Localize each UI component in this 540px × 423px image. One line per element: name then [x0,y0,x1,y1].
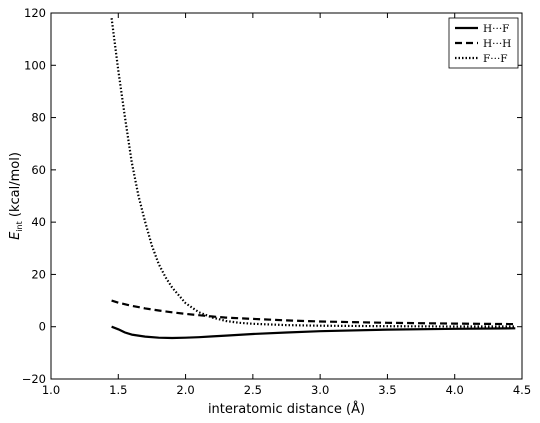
x-tick-label: 3.5 [378,383,396,397]
x-tick-label: 4.5 [513,383,531,397]
y-tick-label: 20 [31,267,46,281]
x-axis-label: interatomic distance (Å) [208,401,365,417]
legend-label: H···H [483,38,511,50]
legend-label: F···F [483,53,508,65]
legend-label: H···F [483,23,509,35]
y-tick-label: 100 [24,58,46,72]
series-line-hf [111,325,516,340]
y-tick-label: 60 [31,163,46,177]
x-tick-label: 2.0 [176,383,194,397]
y-axis-label-subscript: int [15,221,24,231]
x-axis: 1.0 1.5 2.0 2.5 3.0 3.5 4.0 4.5 [42,13,531,397]
y-axis: −20 0 20 40 60 80 100 120 [22,6,522,386]
legend: H···F H···H F···F [448,17,519,69]
y-tick-label: 80 [31,111,46,125]
y-axis-label-unit: (kcal/mol) [8,152,23,221]
series-line-hh [111,299,516,326]
y-axis-label-symbol: E [8,231,23,240]
legend-items: H···F H···H F···F [455,23,511,65]
x-tick-label: 4.0 [446,383,464,397]
y-tick-label: −20 [22,372,46,386]
series-layer [110,18,516,340]
y-tick-label: 0 [39,320,46,334]
x-tick-label: 1.0 [42,383,60,397]
x-tick-label: 2.5 [244,383,262,397]
series-line-ff [110,18,516,328]
x-tick-label: 1.5 [109,383,127,397]
y-tick-label: 40 [31,215,46,229]
plot-area [50,12,523,380]
y-axis-label: Eint (kcal/mol) [8,152,24,240]
x-tick-label: 3.0 [311,383,329,397]
y-tick-label: 120 [24,6,46,20]
